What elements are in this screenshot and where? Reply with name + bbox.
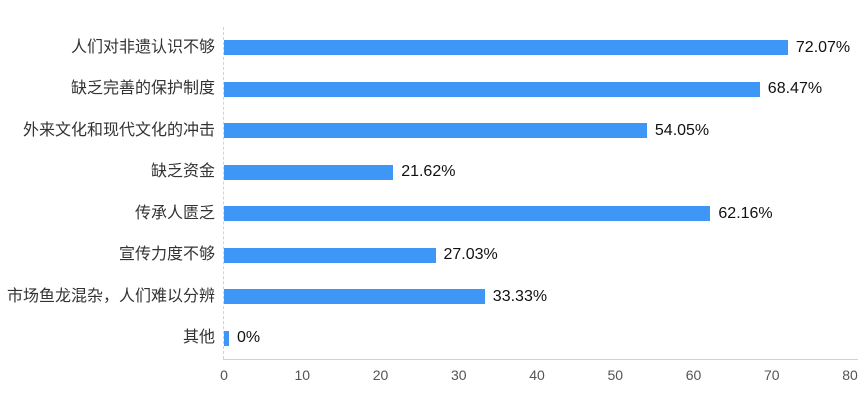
x-tick-label: 10 <box>294 367 311 383</box>
chart-row: 人们对非遗认识不够 72.07% <box>0 27 868 69</box>
bar-track: 68.47% <box>224 69 868 111</box>
bar-track: 54.05% <box>224 110 868 152</box>
category-label: 缺乏完善的保护制度 <box>70 80 215 98</box>
value-label: 21.62% <box>401 163 456 181</box>
x-tick-label: 30 <box>450 367 467 383</box>
chart-row: 其他 0% <box>0 318 868 360</box>
bar[interactable] <box>224 123 647 139</box>
value-label: 62.16% <box>718 204 773 222</box>
bar[interactable] <box>224 247 436 263</box>
x-axis-line <box>223 359 858 360</box>
bar-track: 21.62% <box>224 152 868 194</box>
x-tick-label: 80 <box>842 367 858 383</box>
bar-track: 27.03% <box>224 235 868 277</box>
bar[interactable] <box>224 40 788 56</box>
bar-track: 62.16% <box>224 193 868 235</box>
value-label: 72.07% <box>795 38 851 56</box>
value-label: 54.05% <box>654 121 710 139</box>
category-label: 缺乏资金 <box>150 163 215 181</box>
bar[interactable] <box>224 330 229 346</box>
value-label: 33.33% <box>492 287 548 305</box>
x-tick-label: 60 <box>685 367 702 383</box>
bar[interactable] <box>224 81 760 97</box>
bar-track: 0% <box>224 318 868 360</box>
category-label: 外来文化和现代文化的冲击 <box>22 121 215 139</box>
x-tick-label: 40 <box>529 367 545 383</box>
category-label: 市场鱼龙混杂，人们难以分辨 <box>6 287 215 305</box>
value-label: 0% <box>237 329 261 347</box>
bar-track: 33.33% <box>224 276 868 318</box>
bar-track: 72.07% <box>224 27 868 69</box>
category-label: 其他 <box>182 329 215 347</box>
x-tick-label: 70 <box>763 367 780 383</box>
chart-rows: 人们对非遗认识不够 72.07% 缺乏完善的保护制度 68.47% 外来文化和现代文化的… <box>0 27 868 359</box>
bar[interactable] <box>224 206 711 222</box>
chart-row: 市场鱼龙混杂，人们难以分辨 33.33% <box>0 276 868 318</box>
bar[interactable] <box>224 289 485 305</box>
value-label: 68.47% <box>767 80 823 98</box>
x-tick-label: 20 <box>372 367 389 383</box>
value-label: 27.03% <box>443 246 498 264</box>
chart-row: 缺乏资金 21.62% <box>0 152 868 194</box>
x-tick-label: 50 <box>607 367 624 383</box>
category-label: 人们对非遗认识不够 <box>70 38 215 56</box>
bar[interactable] <box>224 164 394 180</box>
category-label: 宣传力度不够 <box>118 246 215 264</box>
chart-row: 传承人匮乏 62.16% <box>0 193 868 235</box>
x-tick-label: 0 <box>220 367 228 383</box>
x-axis-tick-labels: 0 10 20 30 40 50 60 70 80 <box>220 367 858 387</box>
y-axis-line <box>223 27 224 359</box>
chart-row: 缺乏完善的保护制度 68.47% <box>0 69 868 111</box>
chart-row: 宣传力度不够 27.03% <box>0 235 868 277</box>
category-label: 传承人匮乏 <box>134 204 215 222</box>
chart-row: 外来文化和现代文化的冲击 54.05% <box>0 110 868 152</box>
